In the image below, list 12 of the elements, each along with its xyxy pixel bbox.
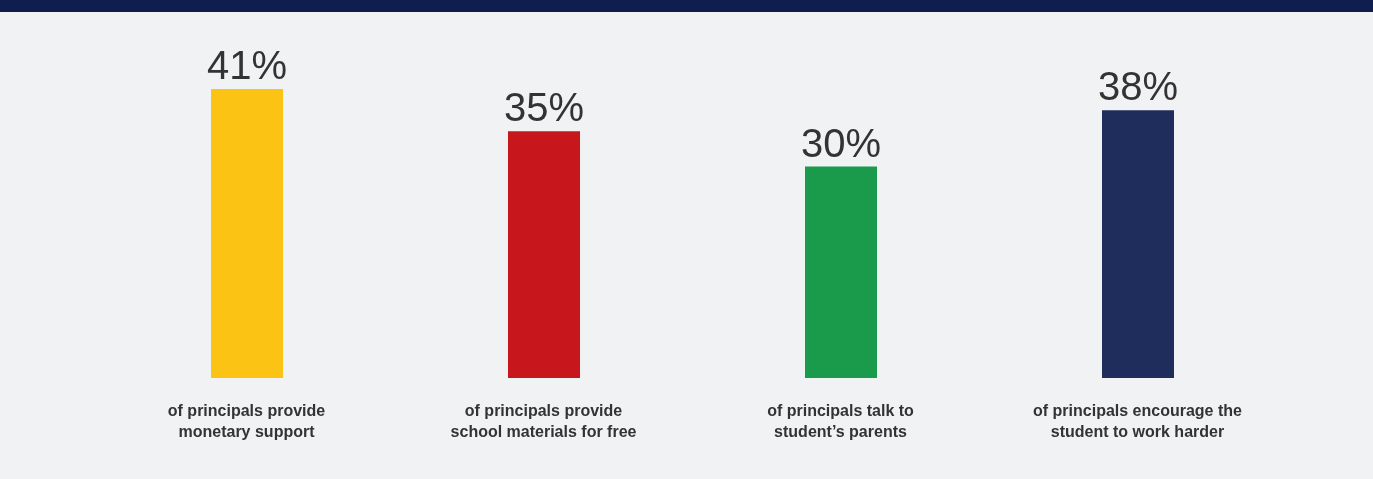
- x-tick-label: of principals talk to student’s parents: [767, 402, 915, 440]
- data-label: 35%: [503, 85, 585, 130]
- bar: [1102, 110, 1174, 378]
- data-label: 30%: [800, 120, 882, 165]
- x-tick-label: of principals encourage the student to work harder: [1033, 402, 1243, 440]
- data-label: 38%: [1097, 64, 1179, 109]
- x-tick-label: of principals provide school materials for free: [450, 402, 637, 440]
- data-label: 41%: [206, 43, 288, 87]
- bar: [805, 166, 877, 378]
- bar: [211, 89, 283, 378]
- x-tick-label: of principals provide monetary support: [167, 402, 326, 440]
- bar: [508, 131, 580, 378]
